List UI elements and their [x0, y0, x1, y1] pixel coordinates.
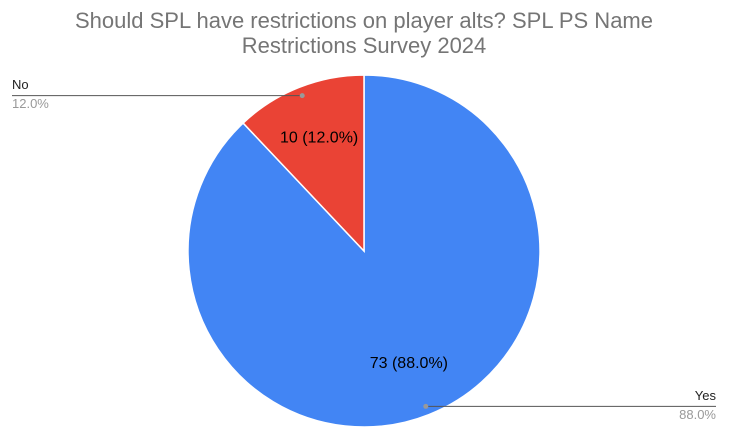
chart-subtitle: Restrictions Survey 2024 [242, 33, 487, 58]
callout-label: No [12, 77, 29, 92]
callout-dot [423, 403, 429, 409]
chart-title: Should SPL have restrictions on player a… [75, 8, 653, 33]
callout-dot [299, 93, 305, 99]
callout-percent: 88.0% [679, 407, 716, 422]
callout-percent: 12.0% [12, 96, 49, 111]
callout-label: Yes [695, 388, 717, 403]
slice-label: 10 (12.0%) [280, 129, 358, 146]
pie-slice [242, 74, 365, 253]
slice-label: 73 (88.0%) [370, 355, 448, 372]
